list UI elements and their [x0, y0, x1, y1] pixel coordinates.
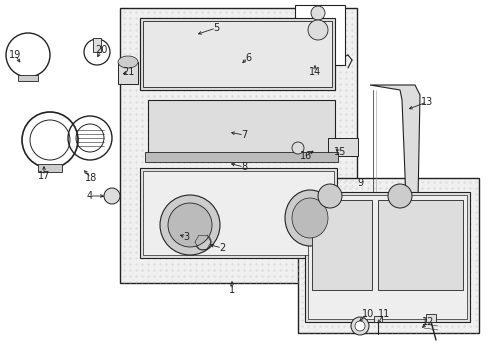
- Bar: [140, 168, 336, 258]
- Text: 9: 9: [356, 178, 362, 188]
- Circle shape: [307, 20, 327, 40]
- Bar: [297, 178, 478, 333]
- Bar: [38, 164, 62, 172]
- Circle shape: [291, 142, 304, 154]
- Bar: [305, 192, 469, 322]
- Text: 19: 19: [9, 50, 21, 60]
- Bar: [142, 171, 333, 255]
- Circle shape: [160, 195, 220, 255]
- Text: 6: 6: [244, 53, 250, 63]
- Ellipse shape: [118, 56, 138, 68]
- Text: 21: 21: [122, 67, 134, 77]
- Text: 7: 7: [241, 130, 246, 140]
- Text: 15: 15: [333, 147, 346, 157]
- Text: 20: 20: [95, 45, 107, 55]
- Bar: [148, 100, 334, 155]
- Ellipse shape: [285, 190, 334, 246]
- Text: 17: 17: [38, 171, 50, 181]
- Bar: [377, 200, 462, 290]
- Text: 14: 14: [308, 67, 321, 77]
- Bar: [327, 138, 357, 156]
- Bar: [18, 75, 38, 81]
- Bar: [145, 152, 337, 162]
- Circle shape: [350, 317, 368, 335]
- Bar: [311, 200, 371, 290]
- Text: 16: 16: [299, 151, 311, 161]
- Text: 4: 4: [87, 191, 93, 201]
- Text: 18: 18: [85, 173, 97, 183]
- Circle shape: [310, 6, 325, 20]
- Bar: [93, 38, 101, 52]
- Text: 3: 3: [183, 232, 189, 242]
- Bar: [142, 21, 331, 87]
- Text: 5: 5: [212, 23, 219, 33]
- Bar: [120, 8, 356, 283]
- Bar: [178, 228, 183, 240]
- Text: 13: 13: [420, 97, 432, 107]
- Text: 1: 1: [228, 285, 235, 295]
- Ellipse shape: [291, 198, 327, 238]
- Circle shape: [104, 188, 120, 204]
- Polygon shape: [369, 85, 419, 215]
- Circle shape: [195, 234, 210, 250]
- Bar: [118, 62, 138, 84]
- Bar: [307, 195, 466, 319]
- Circle shape: [317, 184, 341, 208]
- Bar: [373, 316, 381, 322]
- Bar: [425, 314, 435, 322]
- Text: 8: 8: [241, 162, 246, 172]
- Text: 11: 11: [377, 309, 389, 319]
- Text: 12: 12: [421, 317, 433, 327]
- Bar: [294, 5, 345, 65]
- Text: 2: 2: [219, 243, 224, 253]
- Circle shape: [354, 321, 364, 331]
- Circle shape: [387, 184, 411, 208]
- Bar: [140, 18, 334, 90]
- Circle shape: [168, 203, 212, 247]
- Text: 10: 10: [361, 309, 373, 319]
